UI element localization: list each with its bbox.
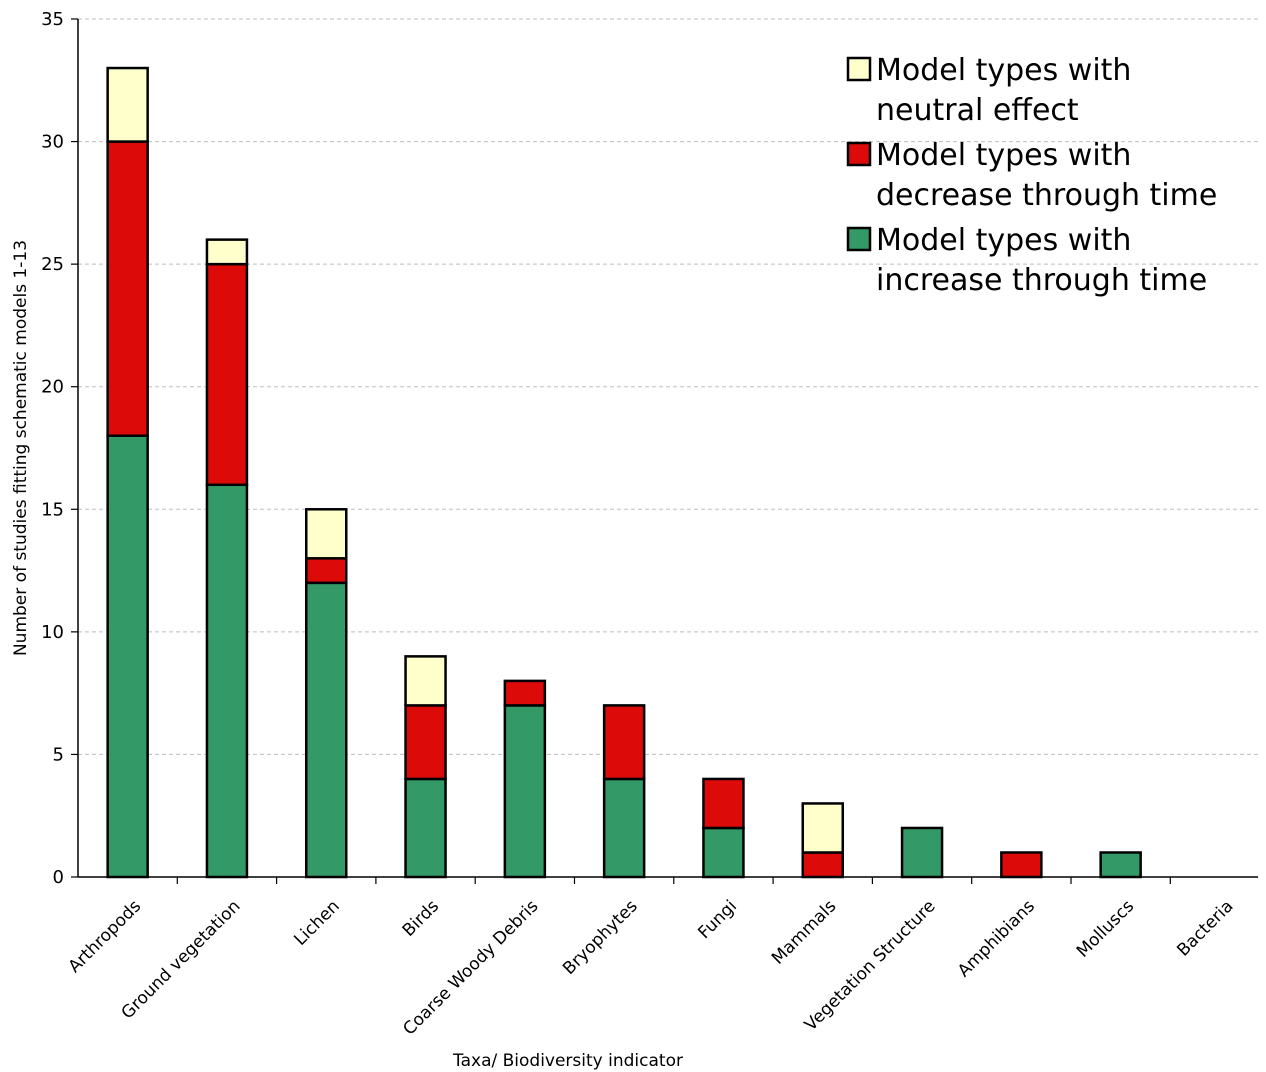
x-tick-label: Bacteria (1173, 896, 1237, 960)
bar-segment (503, 679, 547, 707)
bar-segment (404, 655, 447, 707)
y-axis-title: Number of studies fitting schematic mode… (11, 240, 31, 656)
bar-segment (205, 483, 249, 879)
y-tick-labels: 0 5 10 15 20 25 30 35 (41, 9, 64, 888)
bar-segment (702, 826, 745, 879)
y-tick-label: 20 (41, 377, 64, 398)
legend-label-line1: Model types with (876, 223, 1131, 258)
bar-segment (205, 238, 249, 266)
x-axis-title: Taxa/ Biodiversity indicator (452, 1051, 683, 1071)
y-tick-label: 0 (53, 867, 64, 888)
y-tick-label: 35 (41, 9, 64, 30)
bar-segment (106, 140, 149, 437)
legend-label-line1: Model types with (876, 138, 1131, 173)
bar-segment (404, 704, 447, 781)
gridlines (78, 18, 1258, 755)
y-tick-label: 30 (41, 132, 64, 153)
bar-segment (900, 826, 944, 879)
y-tick-label: 10 (41, 622, 64, 643)
x-tick-label: Molluscs (1073, 896, 1138, 961)
bar-segment (305, 581, 348, 879)
bar-segment (801, 802, 844, 854)
bar-segment (106, 434, 149, 879)
bar-segment (404, 777, 447, 879)
bar-segment (503, 704, 547, 879)
bar-segment (106, 66, 149, 143)
legend-swatch (846, 141, 872, 167)
x-tick-label: Amphibians (954, 896, 1039, 981)
legend-label-line1: Model types with (876, 53, 1131, 88)
legend-swatch (846, 226, 872, 252)
bar-segment (1000, 851, 1043, 879)
legend-label-line2: neutral effect (876, 93, 1079, 128)
x-tick-label: Fungi (694, 896, 741, 943)
x-tick-label: Mammals (768, 896, 840, 968)
x-tick-label: Lichen (290, 896, 343, 949)
bar-segment (702, 777, 745, 830)
x-tick-label: Bryophytes (559, 896, 642, 979)
x-tick-label: Birds (399, 896, 443, 940)
y-tick-label: 5 (53, 744, 64, 765)
axes (71, 18, 1258, 884)
legend-swatch (846, 56, 872, 82)
legend-label-line2: decrease through time (876, 178, 1217, 213)
x-tick-label: Arthropods (65, 896, 146, 977)
legend: Model types with neutral effect Model type… (846, 53, 1217, 298)
bar-segment (205, 262, 249, 487)
bar-segment (305, 557, 348, 585)
legend-label-line2: increase through time (876, 263, 1207, 298)
bar-segment (602, 704, 646, 781)
bar-segment (1099, 851, 1142, 879)
bar-segment (602, 777, 646, 879)
y-tick-label: 15 (41, 499, 64, 520)
y-tick-label: 25 (41, 254, 64, 275)
bar-segment (305, 508, 348, 560)
bar-segment (801, 851, 844, 879)
